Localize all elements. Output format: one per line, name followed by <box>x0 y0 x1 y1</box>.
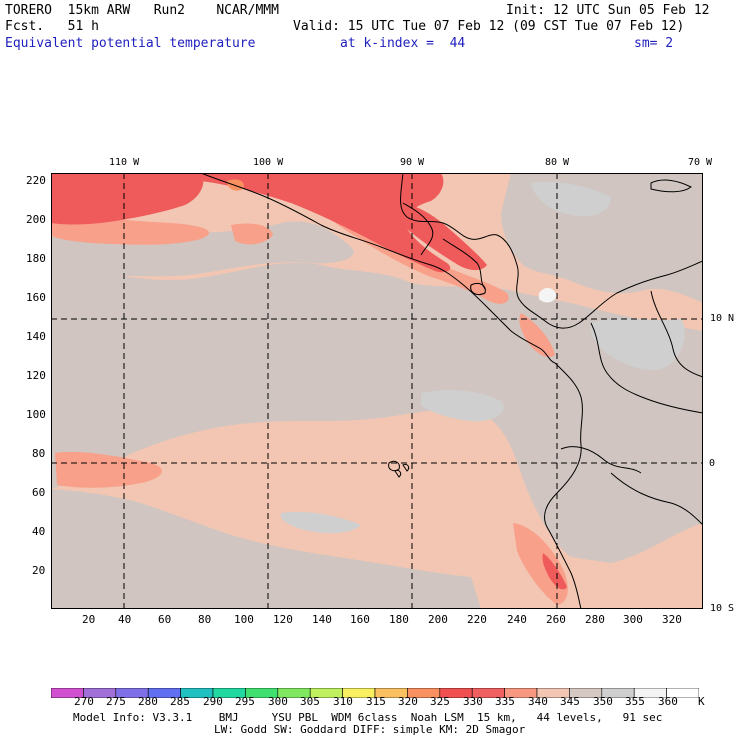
light-gray-patch <box>280 511 361 534</box>
colorbar-label: 340 <box>528 695 548 708</box>
map-frame <box>51 173 703 609</box>
x-tick: 100 <box>234 613 254 626</box>
colorbar-label: 280 <box>138 695 158 708</box>
amazon-gray <box>605 341 703 505</box>
y-tick: 120 <box>26 369 46 382</box>
coastline-mexico <box>200 173 556 364</box>
colorbar-label: 355 <box>625 695 645 708</box>
y-tick: 220 <box>26 174 46 187</box>
y-tick: 160 <box>26 291 46 304</box>
colorbar-label: 300 <box>268 695 288 708</box>
y-tick: 180 <box>26 252 46 265</box>
colorbar-label: 285 <box>170 695 190 708</box>
coastline-yucatan <box>400 173 518 266</box>
valid-time: Valid: 15 UTC Tue 07 Feb 12 (09 CST Tue … <box>293 19 685 34</box>
colorbar-label: 310 <box>333 695 353 708</box>
colorbar-label: 330 <box>463 695 483 708</box>
x-tick: 140 <box>312 613 332 626</box>
lon-label: 80 W <box>545 157 570 168</box>
colorbar-label: 305 <box>300 695 320 708</box>
colorbar-label: 320 <box>398 695 418 708</box>
border-colombia <box>590 322 703 414</box>
model-info: Model Info: V3.3.1 BMJ YSU PBL WDM 6clas… <box>73 711 663 724</box>
colorbar <box>50 683 700 699</box>
init-time: Init: 12 UTC Sun 05 Feb 12 <box>506 3 710 18</box>
colorbar-label: 335 <box>495 695 515 708</box>
warm-band-equator <box>55 451 162 488</box>
lat-label: 10 S <box>710 603 735 614</box>
light-gray-patch <box>531 181 611 217</box>
x-tick: 300 <box>623 613 643 626</box>
x-tick: 320 <box>662 613 682 626</box>
lon-label: 110 W <box>109 157 140 168</box>
physics-info: LW: Godd SW: Goddard DIFF: simple KM: 2D… <box>214 723 526 736</box>
y-tick: 140 <box>26 330 46 343</box>
y-tick: 60 <box>32 486 46 499</box>
x-tick: 260 <box>546 613 566 626</box>
x-tick: 240 <box>507 613 527 626</box>
colorbar-label: 315 <box>366 695 386 708</box>
colorbar-svg <box>50 687 700 699</box>
lat-label: 0 <box>709 458 716 469</box>
border-honduras <box>442 238 486 290</box>
galapagos-islands <box>388 460 410 478</box>
level-index: at k-index = 44 <box>340 36 466 51</box>
light-gray-patch <box>539 287 557 303</box>
colorbar-label: 290 <box>203 695 223 708</box>
ocean-gray-south <box>51 489 481 609</box>
colorbar-label: 350 <box>593 695 613 708</box>
map-panel[interactable] <box>51 173 703 609</box>
lat-label: 10 N <box>710 313 735 324</box>
model-title: TORERO 15km ARW Run2 NCAR/MMM <box>5 3 279 18</box>
colorbar-label: 270 <box>74 695 94 708</box>
grid-lines <box>51 173 703 609</box>
lon-label: 90 W <box>400 157 425 168</box>
colorbar-label: 325 <box>430 695 450 708</box>
colorbar-unit: K <box>698 695 705 708</box>
hot-spot-orange <box>227 179 244 191</box>
x-tick: 280 <box>585 613 605 626</box>
y-tick: 80 <box>32 447 46 460</box>
x-tick: 220 <box>467 613 487 626</box>
y-tick: 100 <box>26 408 46 421</box>
border-venezuela <box>650 290 703 378</box>
y-tick: 20 <box>32 564 46 577</box>
colorbar-label: 275 <box>106 695 126 708</box>
coastline-island <box>650 179 692 193</box>
map-svg <box>51 173 703 609</box>
warm-band-colombia <box>519 313 555 358</box>
hot-region-guatemala <box>389 202 487 271</box>
x-tick: 160 <box>350 613 370 626</box>
smoothing: sm= 2 <box>634 36 674 51</box>
light-gray-patch <box>590 318 685 370</box>
x-tick: 180 <box>389 613 409 626</box>
colorbar-label: 345 <box>560 695 580 708</box>
x-tick: 200 <box>428 613 448 626</box>
field-name: Equivalent potential temperature <box>5 36 256 51</box>
coastline-lake-nicaragua <box>470 282 486 296</box>
warm-band-north2 <box>231 223 273 245</box>
warm-band-peru <box>513 523 568 605</box>
light-gray-patch <box>421 390 504 422</box>
coastline-caribbean <box>516 260 703 329</box>
border-ecuador <box>560 446 642 474</box>
lon-label: 100 W <box>253 157 284 168</box>
x-tick: 40 <box>118 613 132 626</box>
lon-label: 70 W <box>688 157 713 168</box>
x-tick: 120 <box>273 613 293 626</box>
border-peru-brazil <box>610 472 703 526</box>
forecast-hour: Fcst. 51 h <box>5 19 99 34</box>
colorbar-label: 360 <box>658 695 678 708</box>
hot-region-northwest <box>51 173 204 225</box>
hot-region-peru <box>542 553 567 590</box>
x-tick: 20 <box>82 613 96 626</box>
colorbar-label: 295 <box>235 695 255 708</box>
y-tick: 40 <box>32 525 46 538</box>
y-tick: 200 <box>26 213 46 226</box>
x-tick: 60 <box>158 613 172 626</box>
hot-region-mexico <box>201 173 451 273</box>
x-tick: 80 <box>198 613 212 626</box>
